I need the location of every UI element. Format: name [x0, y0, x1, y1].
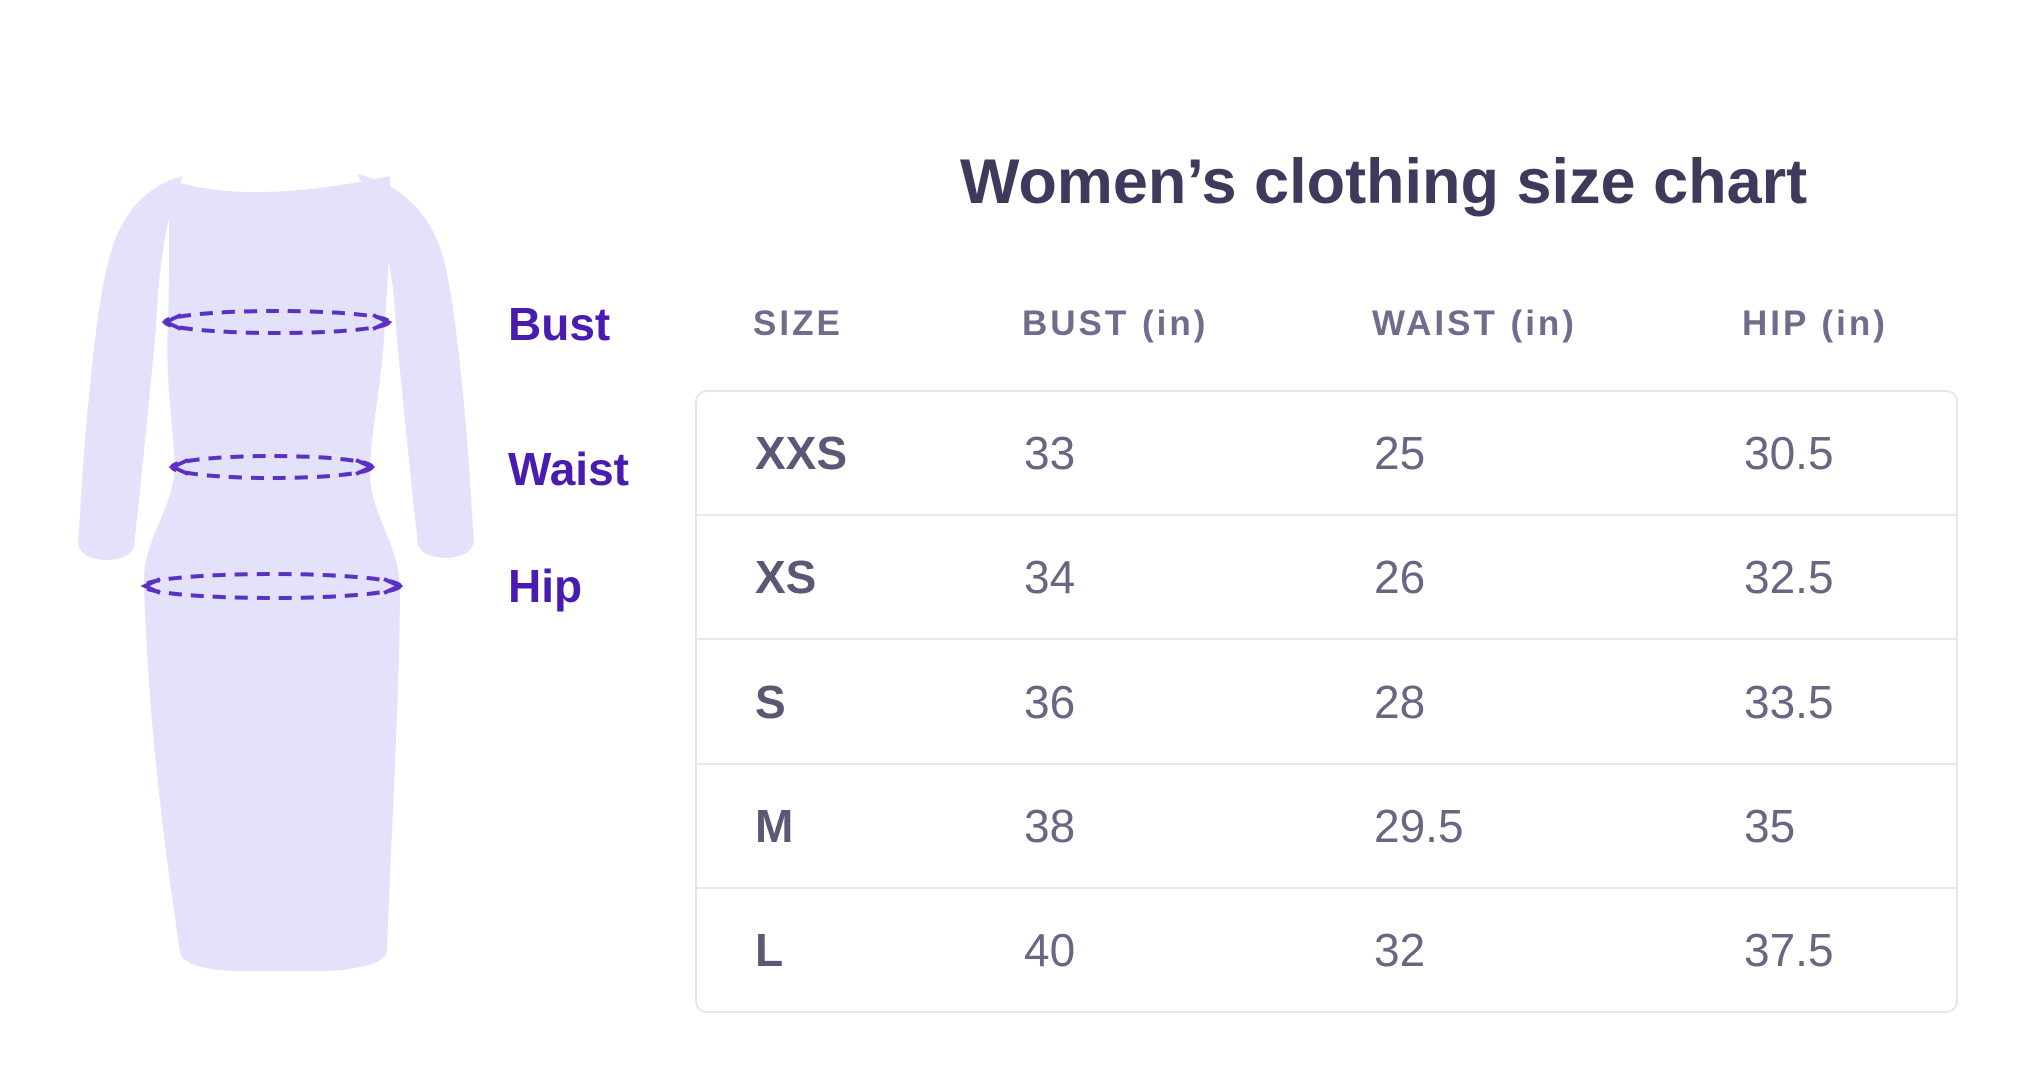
column-header-size: SIZE [753, 304, 843, 343]
bust-cell: 38 [1024, 799, 1076, 852]
waist-cell: 32 [1374, 923, 1426, 976]
table-row-xs: XS 34 26 32.5 [697, 514, 1956, 638]
size-cell: M [755, 799, 794, 852]
size-table-header: SIZE BUST (in) WAIST (in) HIP (in) [695, 306, 1958, 341]
size-cell: XXS [755, 427, 848, 480]
waist-cell: 29.5 [1374, 799, 1464, 852]
column-header-waist: WAIST (in) [1372, 304, 1577, 343]
table-row-xxs: XXS 33 25 30.5 [697, 392, 1956, 514]
bust-cell: 34 [1024, 551, 1076, 604]
dress-body-shape [143, 176, 400, 971]
column-header-hip: HIP (in) [1742, 304, 1888, 343]
hip-cell: 37.5 [1744, 923, 1834, 976]
waist-cell: 28 [1374, 675, 1426, 728]
size-cell: XS [755, 551, 817, 604]
bust-measure-line [161, 309, 393, 335]
dress-silhouette-svg [78, 174, 474, 971]
bust-cell: 36 [1024, 675, 1076, 728]
size-table: XXS 33 25 30.5 XS 34 26 32.5 S 36 28 33.… [695, 390, 1958, 1013]
waist-measure-line [168, 454, 376, 480]
hip-cell: 30.5 [1744, 427, 1834, 480]
hip-cell: 32.5 [1744, 551, 1834, 604]
dress-right-sleeve [357, 174, 474, 558]
page-title: Women’s clothing size chart [960, 147, 1808, 217]
waist-label: Waist [508, 443, 629, 495]
size-cell: L [755, 923, 784, 976]
bust-cell: 40 [1024, 923, 1076, 976]
size-cell: S [755, 675, 786, 728]
hip-measure-line [140, 572, 404, 600]
waist-cell: 26 [1374, 551, 1426, 604]
column-header-bust: BUST (in) [1022, 304, 1209, 343]
table-row-l: L 40 32 37.5 [697, 886, 1956, 1011]
bust-label: Bust [508, 298, 611, 350]
hip-cell: 35 [1744, 799, 1796, 852]
dress-illustration [55, 168, 485, 978]
hip-label: Hip [508, 560, 583, 612]
table-row-s: S 36 28 33.5 [697, 638, 1956, 762]
waist-cell: 25 [1374, 427, 1426, 480]
hip-cell: 33.5 [1744, 675, 1834, 728]
table-row-m: M 38 29.5 35 [697, 762, 1956, 887]
dress-left-sleeve [78, 176, 183, 560]
bust-cell: 33 [1024, 427, 1076, 480]
